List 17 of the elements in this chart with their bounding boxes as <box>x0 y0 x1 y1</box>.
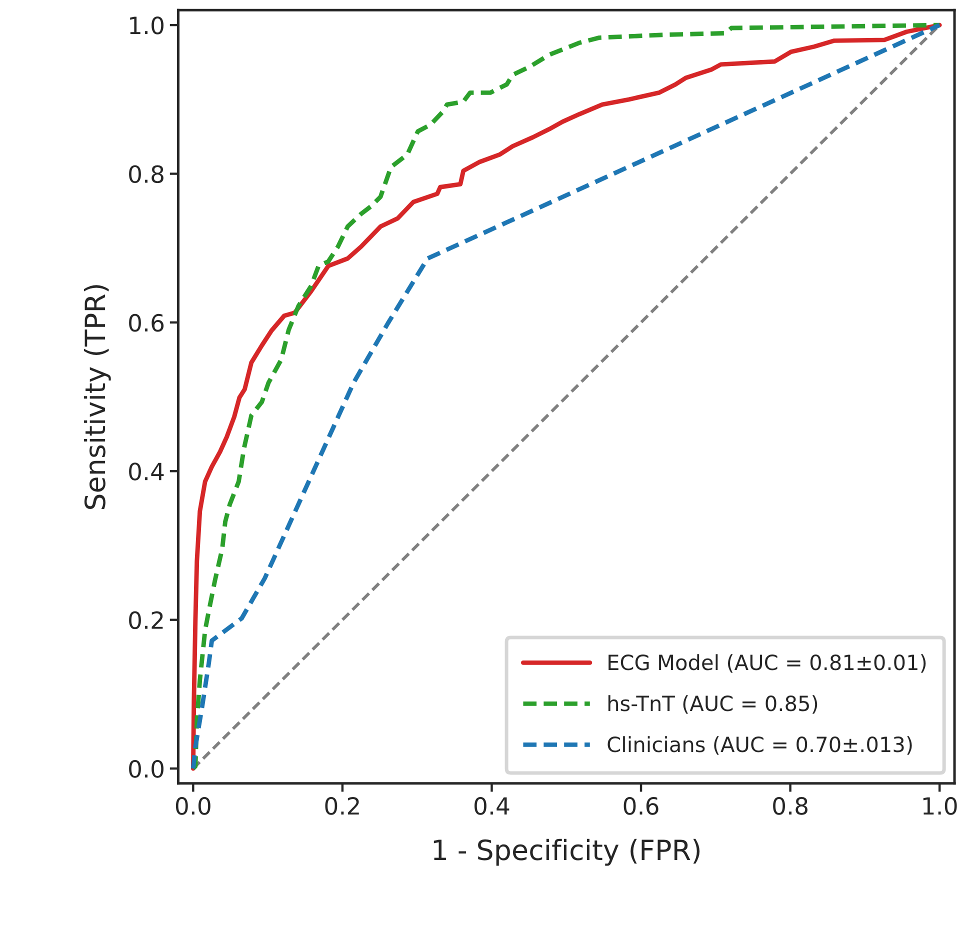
legend-label: ECG Model (AUC = 0.81±0.01) <box>608 654 926 673</box>
x-tick-label: 0.0 <box>176 797 210 815</box>
x-tick-label: 0.4 <box>474 797 510 815</box>
x-axis-title: 1 - Specificity (FPR) <box>434 838 700 866</box>
y-tick-label: 0.8 <box>129 165 164 184</box>
y-tick-label: 0.2 <box>129 611 163 630</box>
x-tick-label: 0.6 <box>624 797 658 815</box>
x-tick-label: 0.2 <box>325 797 359 815</box>
y-tick-label: 0.4 <box>129 462 164 480</box>
y-tick-label: 1.0 <box>130 16 164 34</box>
x-tick-label: 1.0 <box>923 797 957 815</box>
legend-label: hs-TnT (AUC = 0.85) <box>608 695 818 714</box>
legend-label: Clinicians (AUC = 0.70±.013) <box>608 736 912 755</box>
y-axis-title: Sensitivity (TPR) <box>84 285 111 510</box>
x-tick-label: 0.8 <box>773 797 808 815</box>
y-tick-label: 0.0 <box>129 760 164 778</box>
y-tick-label: 0.6 <box>129 314 164 332</box>
